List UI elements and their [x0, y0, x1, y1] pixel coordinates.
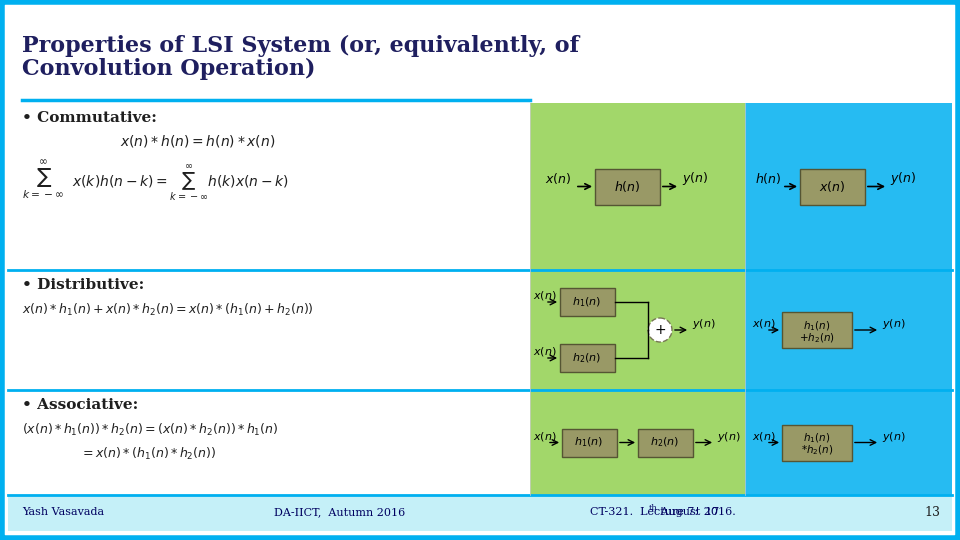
FancyBboxPatch shape	[800, 168, 865, 205]
Text: th: th	[649, 504, 658, 512]
Bar	[745, 390, 952, 495]
Text: $x(n) * h(n) = h(n) * x(n)$: $x(n) * h(n) = h(n) * x(n)$	[120, 133, 276, 149]
Circle shape	[648, 318, 672, 342]
Text: $x(n)$: $x(n)$	[533, 289, 557, 302]
Text: $x(k)h(n-k) = \sum_{k=-\infty}^{\infty} h(k)x(n-k)$: $x(k)h(n-k) = \sum_{k=-\infty}^{\infty} …	[72, 163, 289, 203]
Text: $(x(n)*h_1(n))*h_2(n) = (x(n)*h_2(n))*h_1(n)$: $(x(n)*h_1(n))*h_2(n) = (x(n)*h_2(n))*h_…	[22, 422, 278, 438]
Bar	[530, 390, 745, 495]
Text: $y(n)$: $y(n)$	[882, 429, 905, 443]
Text: Properties of LSI System (or, equivalently, of: Properties of LSI System (or, equivalent…	[22, 35, 579, 57]
Text: $h(n)$: $h(n)$	[755, 171, 781, 186]
Text: $h_1(n)$: $h_1(n)$	[574, 436, 604, 449]
FancyBboxPatch shape	[782, 312, 852, 348]
Text: $x(n)$: $x(n)$	[752, 430, 776, 443]
Text: CT-321.  Lecture 7:  17: CT-321. Lecture 7: 17	[590, 507, 719, 517]
Text: $x(n)*h_1(n) + x(n)*h_2(n) = x(n)*(h_1(n)+h_2(n))$: $x(n)*h_1(n) + x(n)*h_2(n) = x(n)*(h_1(n…	[22, 302, 314, 318]
Text: $= x(n)*(h_1(n)*h_2(n))$: $= x(n)*(h_1(n)*h_2(n))$	[80, 446, 216, 462]
Text: $y(n)$: $y(n)$	[882, 317, 905, 331]
Text: • Commutative:: • Commutative:	[22, 111, 156, 125]
Text: • Associative:: • Associative:	[22, 398, 138, 412]
Text: $x(n)$: $x(n)$	[752, 318, 776, 330]
Text: $h_1(n)$: $h_1(n)$	[804, 319, 830, 333]
Text: $h_1(n)$: $h_1(n)$	[572, 295, 602, 309]
FancyBboxPatch shape	[3, 3, 957, 537]
Text: $h_2(n)$: $h_2(n)$	[651, 436, 680, 449]
Text: August 2016.: August 2016.	[657, 507, 735, 517]
FancyBboxPatch shape	[782, 424, 852, 461]
FancyBboxPatch shape	[595, 168, 660, 205]
FancyBboxPatch shape	[8, 8, 952, 103]
Text: $y(n)$: $y(n)$	[692, 317, 716, 331]
Bar	[745, 103, 952, 270]
Text: $\sum_{k=-\infty}^{\infty}$: $\sum_{k=-\infty}^{\infty}$	[22, 158, 64, 202]
Text: $y(n)$: $y(n)$	[717, 429, 741, 443]
Bar	[530, 270, 745, 390]
Bar	[8, 496, 952, 531]
Text: • Distributive:: • Distributive:	[22, 278, 144, 292]
Text: $+ h_2(n)$: $+ h_2(n)$	[799, 331, 835, 345]
Text: Yash Vasavada: Yash Vasavada	[22, 507, 104, 517]
Text: $y(n)$: $y(n)$	[890, 170, 917, 187]
Text: $x(n)$: $x(n)$	[533, 430, 557, 443]
FancyBboxPatch shape	[638, 429, 693, 456]
Text: $* h_2(n)$: $* h_2(n)$	[801, 444, 833, 457]
Text: $h_2(n)$: $h_2(n)$	[572, 351, 602, 365]
FancyBboxPatch shape	[560, 288, 615, 316]
Text: Convolution Operation): Convolution Operation)	[22, 58, 316, 80]
FancyBboxPatch shape	[560, 344, 615, 372]
Text: $h_1(n)$: $h_1(n)$	[804, 431, 830, 446]
Text: 13: 13	[924, 505, 940, 518]
Text: +: +	[654, 323, 666, 337]
Text: $y(n)$: $y(n)$	[682, 170, 708, 187]
Text: DA-IICT,  Autumn 2016: DA-IICT, Autumn 2016	[275, 507, 406, 517]
Text: $x(n)$: $x(n)$	[819, 179, 845, 194]
FancyBboxPatch shape	[562, 429, 617, 456]
Text: $x(n)$: $x(n)$	[533, 346, 557, 359]
Text: $x(n)$: $x(n)$	[545, 171, 571, 186]
Bar	[530, 103, 745, 270]
Text: $h(n)$: $h(n)$	[613, 179, 640, 194]
Bar	[745, 270, 952, 390]
